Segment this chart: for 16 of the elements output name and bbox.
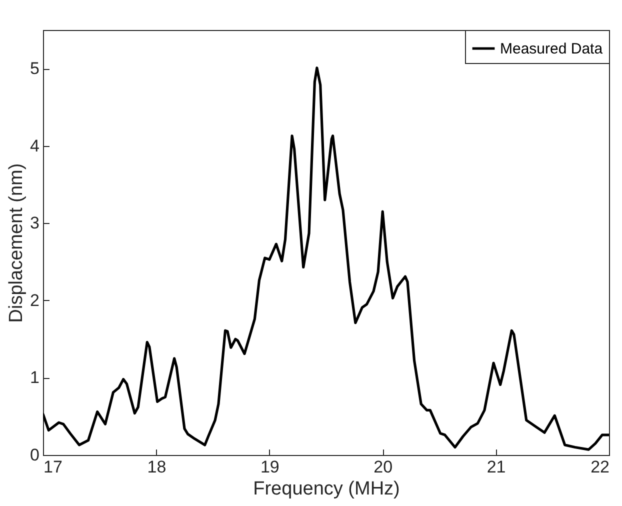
y-tick-label: 1	[30, 368, 40, 388]
y-axis-title: Displacement (nm)	[6, 163, 28, 323]
x-tick-label: 21	[486, 458, 506, 476]
x-tick-label: 18	[147, 458, 166, 476]
y-tick-label: 2	[30, 290, 40, 310]
y-tick-label: 4	[30, 136, 40, 156]
y-tick-label: 3	[30, 214, 40, 233]
line-series	[43, 66, 609, 451]
y-tick-label: 5	[30, 59, 40, 78]
x-tick-label: 17	[44, 458, 62, 476]
x-tick-label: 20	[374, 458, 393, 476]
legend-label: Measured Data	[500, 40, 604, 58]
x-axis-title: Frequency (MHz)	[253, 478, 400, 500]
x-tick-label: 19	[260, 458, 280, 476]
y-tick-label: 0	[30, 446, 40, 464]
x-tick-label: 22	[590, 458, 610, 476]
